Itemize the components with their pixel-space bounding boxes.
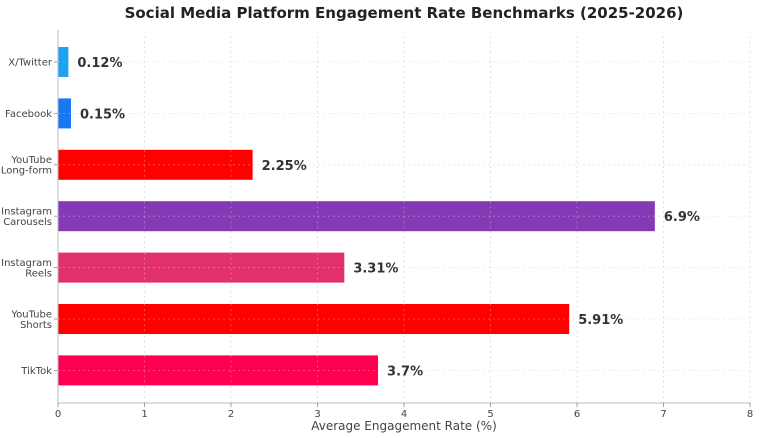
category-label-line: Long-form [1,166,52,177]
category-label-line: YouTube [10,155,52,166]
chart-title: Social Media Platform Engagement Rate Be… [125,4,684,22]
x-axis-label: Average Engagement Rate (%) [311,419,497,433]
bar [58,304,570,334]
x-tick-label: 8 [747,409,753,420]
data-label: 6.9% [664,210,700,225]
category-label: Facebook [5,109,52,120]
bar [58,252,345,283]
bars [58,47,655,386]
data-label: 3.31% [353,262,398,277]
x-tick-label: 0 [55,409,61,420]
category-label-line: Reels [25,268,52,279]
data-label: 0.12% [77,56,122,71]
category-label-line: Instagram [1,206,52,217]
bar [58,47,69,77]
category-label: X/Twitter [8,58,53,69]
category-label-line: TikTok [20,366,52,377]
category-label: Instagram Carousels [1,206,52,228]
x-tick-label: 2 [228,409,234,420]
category-label-line: YouTube [10,309,52,320]
category-label: Instagram Reels [1,258,52,280]
category-label-line: Shorts [20,320,52,331]
category-label-line: Facebook [5,109,52,120]
bar [58,98,71,129]
data-label: 3.7% [387,364,423,379]
bar [58,201,655,232]
category-label: YouTube Shorts [10,309,52,331]
x-tick-label: 1 [141,409,147,420]
x-tick-label: 4 [401,409,407,420]
data-label: 0.15% [80,107,125,122]
category-label: YouTube Long-form [1,155,52,177]
data-label: 2.25% [262,159,307,174]
axes [54,30,751,407]
category-label-line: Instagram [1,258,52,269]
x-tick-label: 5 [487,409,493,420]
category-label-line: Carousels [3,217,52,228]
category-label: TikTok [20,366,52,377]
bar [58,355,379,386]
x-tick-label: 3 [314,409,320,420]
bar [58,149,253,180]
data-label: 5.91% [578,313,623,328]
x-tick-label: 7 [660,409,666,420]
x-tick-label: 6 [574,409,580,420]
category-label-line: X/Twitter [8,58,53,69]
